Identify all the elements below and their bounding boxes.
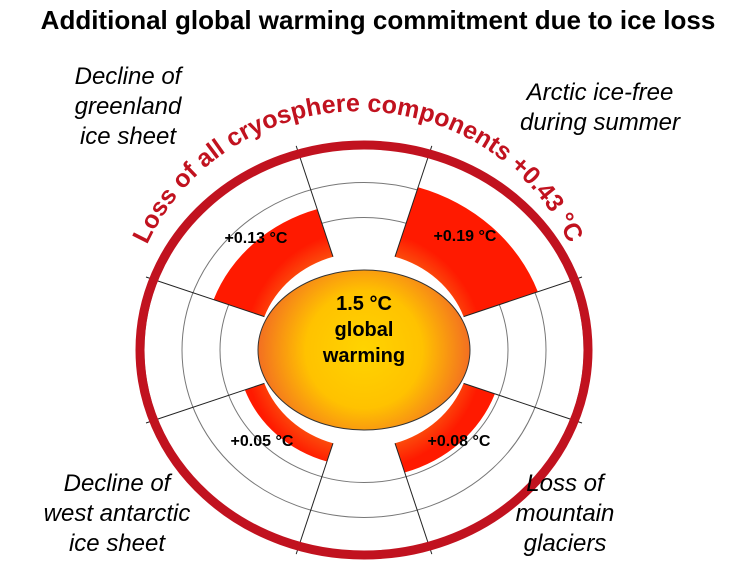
label-glaciers-line-3: glaciers	[524, 530, 607, 557]
value-label-arctic: +0.19 °C	[434, 228, 497, 245]
sector-dividers	[145, 145, 583, 555]
sector-divider	[463, 382, 583, 424]
value-label-glaciers: +0.08 °C	[428, 433, 491, 450]
value-label-antarctic: +0.05 °C	[231, 433, 294, 450]
label-antarctic: Decline of west antarctic ice sheet	[44, 470, 191, 557]
sector-divider	[145, 276, 265, 318]
warming-sector	[394, 187, 538, 317]
center-line-3: warming	[322, 345, 405, 367]
diagram-title: Additional global warming commitment due…	[41, 5, 716, 35]
label-greenland-line-2: greenland	[75, 93, 182, 120]
center-line-1: 1.5 °C	[336, 293, 392, 315]
label-glaciers: Loss of mountain glaciers	[516, 470, 615, 557]
label-glaciers-line-2: mountain	[516, 500, 615, 527]
sector-divider	[463, 276, 583, 318]
sector-divider	[295, 145, 334, 257]
sector-divider	[145, 382, 265, 424]
center-circle	[257, 269, 471, 431]
warming-sectors	[213, 187, 538, 473]
value-label-greenland: +0.13 °C	[225, 230, 288, 247]
sector-divider	[394, 145, 433, 257]
label-antarctic-line-1: Decline of	[64, 470, 173, 497]
label-glaciers-line-1: Loss of	[526, 470, 606, 497]
label-antarctic-line-2: west antarctic	[44, 500, 191, 527]
label-arctic: Arctic ice-free during summer	[520, 79, 681, 136]
warming-sector	[213, 209, 334, 317]
grid-ring	[181, 182, 547, 518]
sector-divider	[394, 443, 433, 555]
label-greenland-line-1: Decline of	[75, 63, 184, 90]
label-greenland-line-3: ice sheet	[80, 123, 177, 150]
center-line-2: global	[335, 319, 394, 341]
warming-sector	[394, 383, 495, 473]
label-arctic-line-2: during summer	[520, 109, 681, 136]
label-antarctic-line-3: ice sheet	[69, 530, 166, 557]
sector-divider	[295, 443, 334, 555]
label-greenland: Decline of greenland ice sheet	[75, 63, 184, 150]
label-arctic-line-1: Arctic ice-free	[525, 79, 674, 106]
grid-ring	[219, 217, 509, 483]
warming-sector	[244, 383, 334, 462]
cryosphere-ring	[135, 140, 593, 560]
